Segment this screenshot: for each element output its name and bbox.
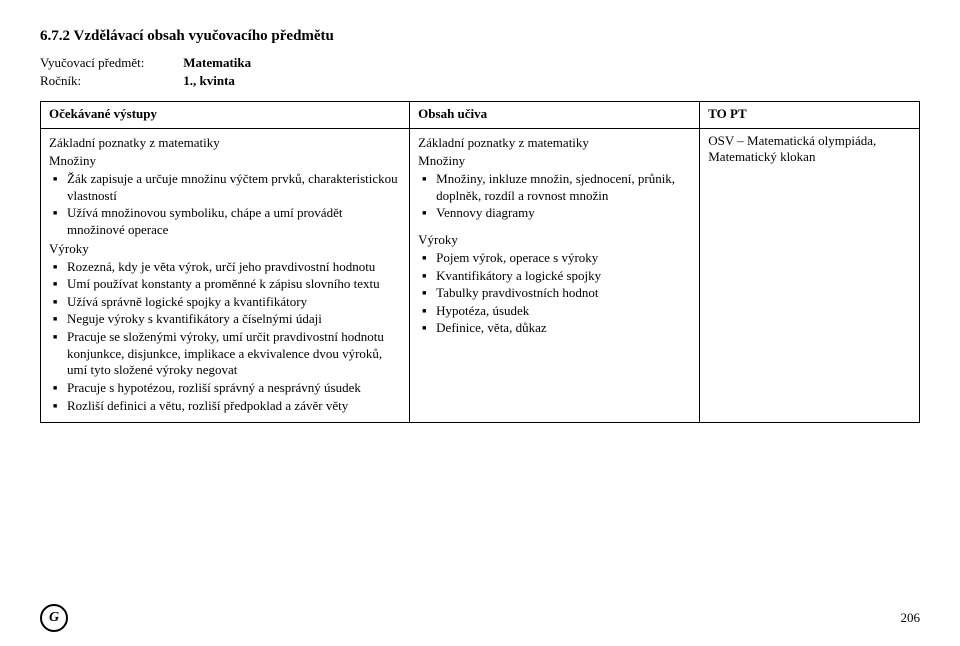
col1-block1-list: Žák zapisuje a určuje množinu výčtem prv…	[49, 171, 401, 239]
col2-block1-list: Množiny, inkluze množin, sjednocení, prů…	[418, 171, 691, 222]
col2-block1-title: Základní poznatky z matematiky	[418, 135, 691, 151]
th-content: Obsah učiva	[410, 102, 700, 129]
page-footer: G 206	[40, 604, 920, 632]
table-row: Základní poznatky z matematiky Množiny Ž…	[41, 129, 920, 423]
list-item: Definice, věta, důkaz	[436, 320, 691, 337]
col1-block2-title: Výroky	[49, 241, 401, 257]
topt-line2: Matematický klokan	[708, 149, 911, 165]
logo-glyph: G	[49, 610, 59, 626]
list-item: Pracuje s hypotézou, rozliší správný a n…	[67, 380, 401, 397]
meta-subject: Vyučovací předmět: Matematika	[40, 55, 920, 71]
th-topt: TO PT	[700, 102, 920, 129]
col2-block1-sub: Množiny	[418, 153, 691, 169]
col2-block2-title: Výroky	[418, 232, 691, 248]
section-number: 6.7.2	[40, 28, 70, 44]
list-item: Pojem výrok, operace s výroky	[436, 250, 691, 267]
col2-block2-list: Pojem výrok, operace s výroky Kvantifiká…	[418, 250, 691, 337]
col1-block1-sub: Množiny	[49, 153, 401, 169]
page-content: 6.7.2 Vzdělávací obsah vyučovacího předm…	[0, 0, 960, 423]
meta-year: Ročník: 1., kvinta	[40, 73, 920, 89]
list-item: Kvantifikátory a logické spojky	[436, 268, 691, 285]
th-outcomes: Očekávané výstupy	[41, 102, 410, 129]
list-item: Užívá správně logické spojky a kvantifik…	[67, 294, 401, 311]
meta-subject-label: Vyučovací předmět:	[40, 55, 180, 71]
logo-icon: G	[40, 604, 68, 632]
list-item: Hypotéza, úsudek	[436, 303, 691, 320]
list-item: Neguje výroky s kvantifikátory a číselný…	[67, 311, 401, 328]
list-item: Umí používat konstanty a proměnné k zápi…	[67, 276, 401, 293]
list-item: Žák zapisuje a určuje množinu výčtem prv…	[67, 171, 401, 204]
list-item: Rozliší definici a větu, rozliší předpok…	[67, 398, 401, 415]
cell-topt: OSV – Matematická olympiáda, Matematický…	[700, 129, 920, 423]
list-item: Vennovy diagramy	[436, 205, 691, 222]
list-item: Rozezná, kdy je věta výrok, určí jeho pr…	[67, 259, 401, 276]
list-item: Tabulky pravdivostních hodnot	[436, 285, 691, 302]
meta-year-label: Ročník:	[40, 73, 180, 89]
list-item: Množiny, inkluze množin, sjednocení, prů…	[436, 171, 691, 204]
meta-subject-value: Matematika	[183, 55, 251, 70]
page-number: 206	[901, 610, 921, 626]
list-item: Pracuje se složenými výroky, umí určit p…	[67, 329, 401, 379]
col1-block1-title: Základní poznatky z matematiky	[49, 135, 401, 151]
meta-year-value: 1., kvinta	[183, 73, 235, 88]
cell-content: Základní poznatky z matematiky Množiny M…	[410, 129, 700, 423]
col1-block2-list: Rozezná, kdy je věta výrok, určí jeho pr…	[49, 259, 401, 415]
curriculum-table: Očekávané výstupy Obsah učiva TO PT Zákl…	[40, 101, 920, 423]
table-header-row: Očekávané výstupy Obsah učiva TO PT	[41, 102, 920, 129]
topt-line1: OSV – Matematická olympiáda,	[708, 133, 911, 149]
list-item: Užívá množinovou symboliku, chápe a umí …	[67, 205, 401, 238]
section-title-text: Vzdělávací obsah vyučovacího předmětu	[73, 28, 333, 44]
section-heading: 6.7.2 Vzdělávací obsah vyučovacího předm…	[40, 28, 920, 45]
cell-outcomes: Základní poznatky z matematiky Množiny Ž…	[41, 129, 410, 423]
